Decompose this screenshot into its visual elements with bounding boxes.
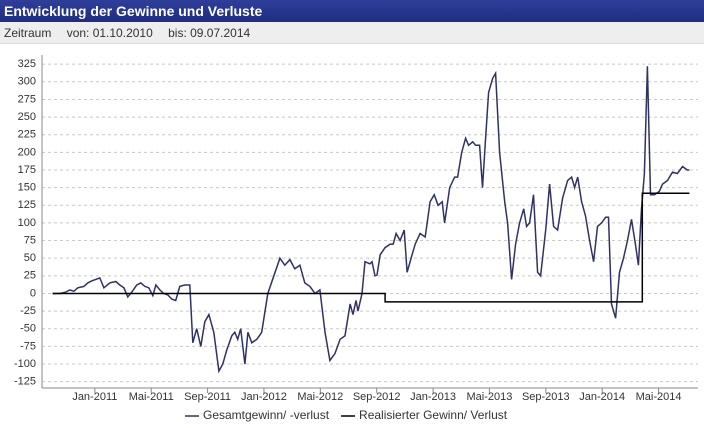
chart-title: Entwicklung der Gewinne und Verluste — [0, 0, 704, 22]
y-tick-label: 100 — [18, 217, 36, 229]
period-to: bis: 09.07.2014 — [168, 26, 251, 40]
x-tick-label: Sep-2011 — [184, 391, 231, 403]
y-tick-label: 50 — [24, 252, 36, 264]
y-tick-label: 200 — [18, 146, 36, 158]
y-tick-label: -25 — [20, 305, 36, 317]
x-tick-label: Mai-2012 — [297, 391, 343, 403]
y-tick-label: 250 — [18, 111, 36, 123]
x-tick-label: Mai-2014 — [636, 391, 682, 403]
x-tick-label: Jan-2012 — [241, 391, 287, 403]
x-tick-label: Jan-2013 — [410, 391, 456, 403]
legend-label: Gesamtgewinn/ -verlust — [203, 408, 330, 422]
y-tick-label: -75 — [20, 340, 36, 352]
y-tick-label: 225 — [18, 129, 36, 141]
x-tick-label: Jan-2011 — [72, 391, 117, 403]
y-tick-label: 25 — [24, 270, 36, 282]
x-tick-label: Sep-2012 — [353, 391, 401, 403]
period-bar: Zeitraum von: 01.10.2010 bis: 09.07.2014 — [0, 22, 704, 44]
y-tick-label: -50 — [20, 323, 36, 335]
series-line — [52, 66, 690, 374]
y-tick-label: 150 — [18, 182, 36, 194]
y-tick-label: -100 — [14, 358, 36, 370]
period-label: Zeitraum — [4, 26, 52, 40]
y-tick-label: -125 — [14, 376, 36, 388]
y-tick-label: 125 — [18, 199, 36, 211]
y-tick-label: 75 — [24, 234, 36, 246]
legend-label: Realisierter Gewinn/ Verlust — [359, 408, 508, 422]
period-from: von: 01.10.2010 — [66, 26, 153, 40]
series-line — [52, 192, 690, 303]
y-tick-label: 325 — [18, 58, 36, 70]
y-tick-label: 300 — [18, 76, 36, 88]
x-tick-label: Sep-2013 — [522, 391, 570, 403]
y-tick-label: 275 — [18, 93, 36, 105]
y-tick-label: 175 — [18, 164, 36, 176]
x-tick-label: Mai-2011 — [129, 391, 174, 403]
x-tick-label: Mai-2013 — [467, 391, 513, 403]
y-tick-label: 0 — [30, 287, 36, 299]
x-tick-label: Jan-2014 — [579, 391, 625, 403]
